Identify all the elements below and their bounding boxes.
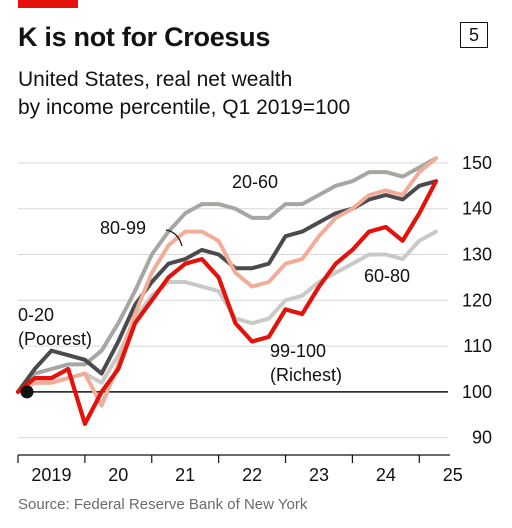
series-line-80-99: [16, 156, 438, 408]
brand-top-bar: [18, 0, 78, 8]
y-tick-label-110: 110: [463, 336, 492, 356]
x-tick-label-21: 21: [175, 465, 195, 485]
x-tick-label-2019: 2019: [31, 465, 71, 485]
chart-subtitle: United States, real net wealth by income…: [18, 66, 350, 122]
series-label-0-20-sub: (Poorest): [18, 329, 92, 349]
x-tick-label-23: 23: [309, 465, 329, 485]
y-tick-label-140: 140: [462, 199, 492, 219]
subtitle-line-2: by income percentile, Q1 2019=100: [18, 96, 351, 119]
series-line-0-20: [16, 179, 438, 394]
chart-number-badge: 5: [460, 22, 488, 48]
x-tick-label-24: 24: [376, 465, 396, 485]
series-label-80-99: 80-99: [100, 218, 146, 238]
series-line-99-100: [15, 179, 439, 426]
y-tick-label-120: 120: [462, 290, 492, 310]
series-label-20-60: 20-60: [232, 172, 278, 192]
y-tick-label-150: 150: [462, 153, 492, 173]
series-label-0-20: 0-20: [18, 305, 54, 325]
series-label-60-80: 60-80: [364, 266, 410, 286]
y-tick-label-90: 90: [472, 428, 492, 448]
chart-title: K is not for Croesus: [18, 22, 271, 52]
leader-line-80-99: [165, 229, 183, 247]
source-note: Source: Federal Reserve Bank of New York: [18, 496, 308, 513]
start-point-marker: [20, 385, 34, 399]
y-tick-label-100: 100: [462, 382, 492, 402]
x-tick-label-22: 22: [242, 465, 262, 485]
series-label-99-100-sub: (Richest): [270, 365, 342, 385]
y-tick-label-130: 130: [462, 244, 492, 264]
subtitle-line-1: United States, real net wealth: [18, 68, 293, 91]
series-label-99-100: 99-100: [270, 341, 326, 361]
x-tick-label-20: 20: [108, 465, 128, 485]
x-tick-label-25: 25: [443, 465, 463, 485]
